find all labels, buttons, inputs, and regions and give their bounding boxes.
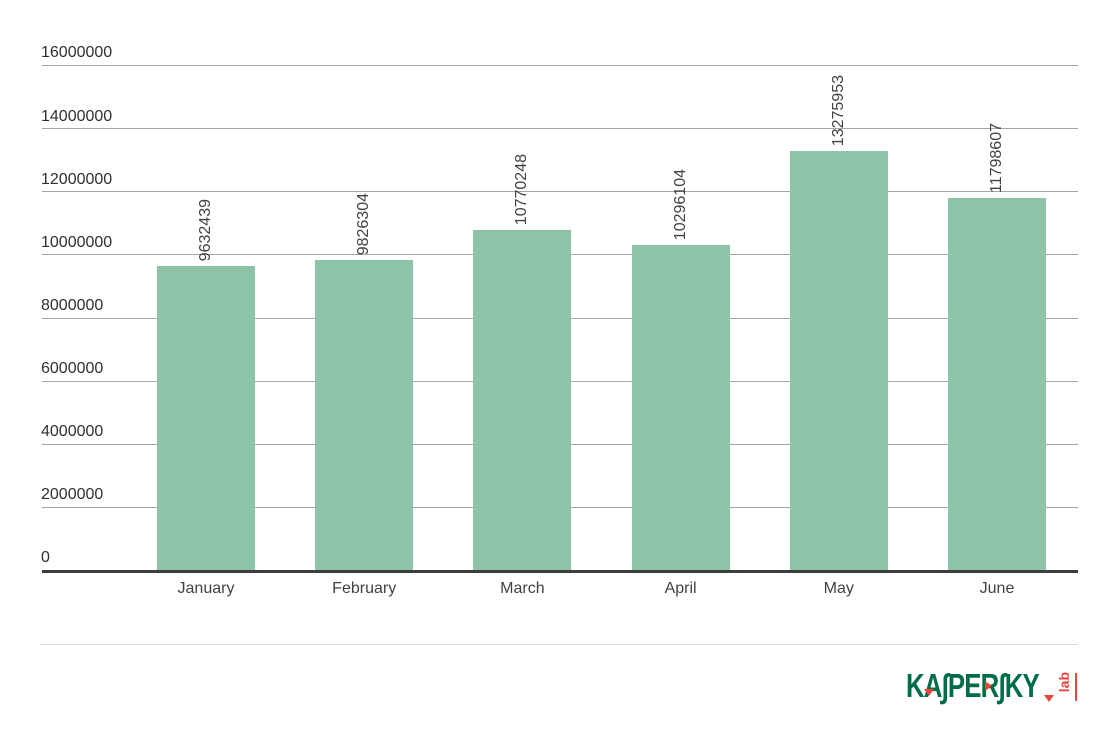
bar-value-label: 11798607	[988, 122, 1005, 193]
bar-february	[315, 259, 414, 570]
bar-value-label: 9826304	[355, 192, 373, 255]
x-axis-category-label: March	[500, 580, 545, 597]
bar-june	[948, 197, 1046, 570]
y-gridline	[42, 65, 1078, 66]
y-axis-tick-label: 12000000	[41, 170, 113, 188]
y-axis-tick-label: 2000000	[41, 486, 104, 504]
x-axis-category-label: January	[177, 580, 235, 597]
kaspersky-lab-text: lab	[1056, 672, 1072, 693]
bar-value-label: 13275953	[829, 74, 847, 146]
x-axis-category-label: February	[332, 580, 397, 597]
x-axis-line	[42, 570, 1078, 573]
kaspersky-logo-text: KA∫PER∫KY	[906, 667, 1040, 704]
y-axis-tick-label: 0	[41, 549, 50, 567]
logo-lab-underline	[1075, 673, 1077, 701]
kaspersky-logo: KA∫PER∫KY lab	[906, 667, 1082, 710]
x-axis-category-label: April	[664, 580, 697, 597]
bar-value-label: 10296104	[671, 168, 689, 240]
y-axis-tick-label: 4000000	[41, 423, 104, 441]
logo-red-triangle-r-icon	[985, 681, 992, 691]
y-gridline	[42, 128, 1078, 130]
logo-red-triangle-y-icon	[1044, 695, 1054, 702]
y-axis-tick-label: 16000000	[41, 44, 113, 62]
x-axis-category-label: June	[979, 580, 1015, 597]
y-axis-tick-label: 6000000	[41, 360, 104, 378]
bar-march	[473, 230, 572, 570]
bar-value-label: 9632439	[197, 198, 214, 261]
bar-january	[157, 266, 255, 570]
y-gridline	[42, 191, 1078, 193]
footer-divider	[40, 644, 1078, 645]
logo-red-triangle-a-icon	[924, 689, 934, 696]
bar-value-label: 10770248	[513, 153, 531, 226]
y-axis-tick-label: 10000000	[41, 233, 113, 251]
y-axis-tick-label: 8000000	[41, 296, 104, 314]
bar-may	[789, 151, 888, 570]
bar-april	[631, 245, 730, 570]
y-axis-tick-label: 14000000	[41, 107, 113, 125]
x-axis-category-label: May	[823, 580, 854, 597]
